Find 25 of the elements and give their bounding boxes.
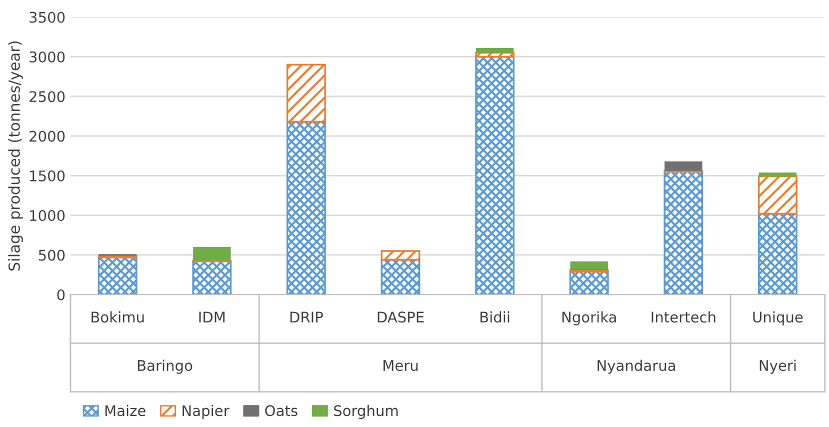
text: Baringo	[138, 360, 192, 374]
legend-label: Sorghum	[334, 404, 398, 420]
x-tick-label: Intertech	[652, 311, 716, 323]
legend-label: Napier	[182, 404, 230, 420]
y-tick-label: 2000	[30, 130, 65, 142]
text: Nyandarua	[598, 360, 675, 374]
x-tick-label: DASPE	[378, 312, 424, 323]
legend-label: Maize	[105, 404, 146, 416]
legend-label: Oats	[265, 405, 298, 416]
x-tick-label: Bidii	[480, 311, 510, 323]
y-tick-label: 2500	[30, 91, 65, 102]
y-tick-label: 3500	[30, 12, 65, 23]
y-tick-label: 1500	[30, 170, 65, 182]
x-tick-label: Unique	[753, 311, 803, 326]
text: Meru	[384, 360, 418, 372]
text: Nyeri	[760, 360, 796, 374]
y-tick-label: 500	[38, 250, 65, 261]
x-tick-label: Ngorika	[562, 311, 616, 326]
x-tick-label: Bokimu	[92, 311, 144, 323]
x-tick-label: IDM	[199, 312, 225, 322]
y-tick-label: 3000	[30, 51, 65, 62]
y-tick-label: 1000	[30, 210, 65, 222]
y-axis-title: Silage produced (tonnes/year)	[8, 41, 23, 271]
x-tick-label: DRIP	[290, 312, 323, 322]
y-tick-label: 0	[57, 289, 65, 300]
